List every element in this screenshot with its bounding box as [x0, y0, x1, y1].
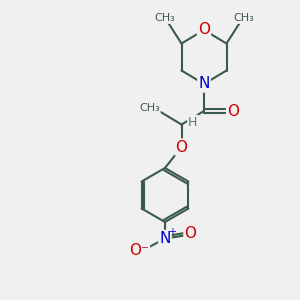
Text: +: +: [168, 227, 176, 237]
Text: O: O: [198, 22, 210, 38]
Text: CH₃: CH₃: [139, 103, 160, 113]
Text: O⁻: O⁻: [129, 243, 149, 258]
Text: CH₃: CH₃: [233, 13, 254, 23]
Text: O: O: [176, 140, 188, 154]
Text: O: O: [184, 226, 196, 242]
Text: H: H: [188, 116, 198, 129]
Text: O: O: [227, 103, 239, 118]
Text: CH₃: CH₃: [154, 13, 175, 23]
Text: N: N: [159, 231, 171, 246]
Text: N: N: [198, 76, 210, 92]
